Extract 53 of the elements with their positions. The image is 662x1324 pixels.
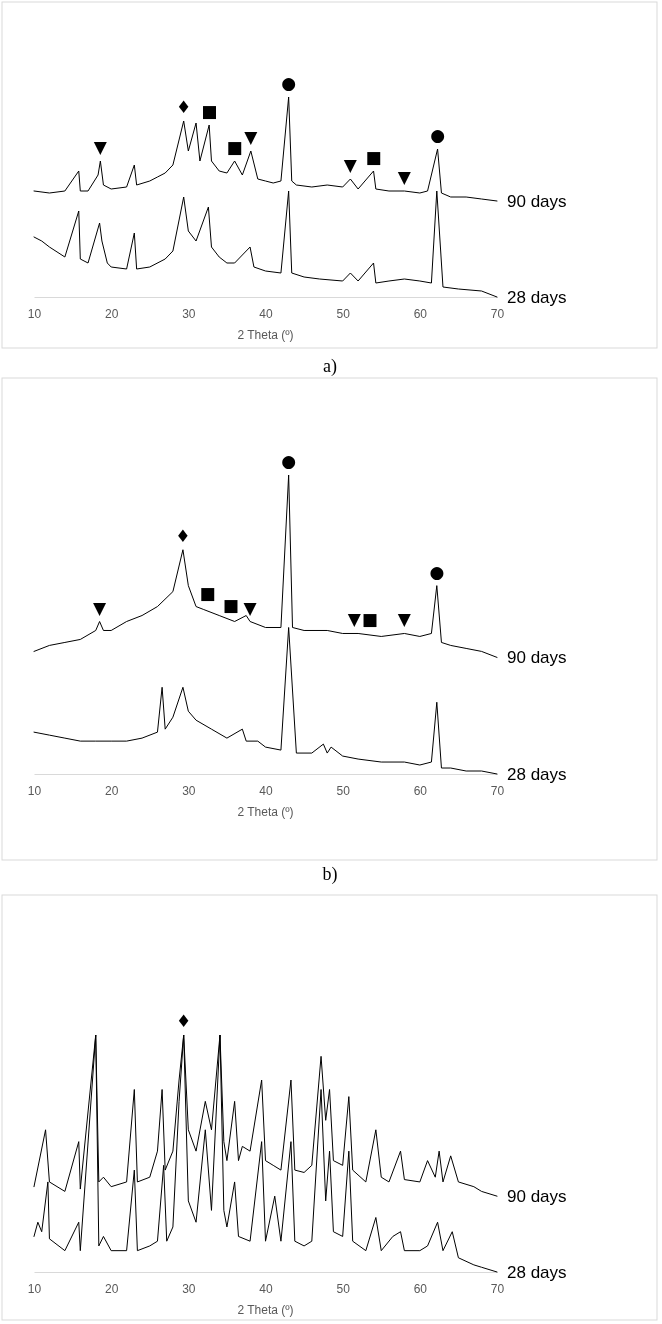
text: b) <box>322 864 338 885</box>
x-tick-label: 30 <box>182 1281 196 1296</box>
x-tick-label: 20 <box>104 783 119 798</box>
x-tick-label: 20 <box>104 306 119 321</box>
annotation: ● <box>281 451 297 471</box>
x-tick-label: 40 <box>259 306 273 321</box>
x-axis-title: 2 Theta (º) <box>237 328 294 342</box>
x-tick-label: 60 <box>413 783 428 798</box>
x-tick-label: 60 <box>413 306 428 321</box>
annotation: ▼ <box>347 609 362 630</box>
annotation: ▼ <box>243 597 258 618</box>
series-label: 90 days <box>507 192 567 211</box>
x-tick-label: 50 <box>336 783 351 798</box>
x-tick-label: 70 <box>490 783 505 798</box>
annotation: ● <box>429 561 445 582</box>
annotation: ▼ <box>244 127 259 147</box>
x-tick-label: 60 <box>413 1281 428 1296</box>
x-axis-title: 2 Theta (º) <box>237 805 294 819</box>
annotation: ● <box>430 125 445 145</box>
x-tick-label: 40 <box>259 783 273 798</box>
annotation: ■ <box>199 582 216 603</box>
series-label: 28 days <box>507 1263 567 1282</box>
x-tick-label: 70 <box>490 1281 505 1296</box>
x-tick-label: 30 <box>182 306 196 321</box>
annotation: ▼ <box>93 597 108 618</box>
series-label: 28 days <box>507 765 567 784</box>
x-tick-label: 50 <box>336 1281 351 1296</box>
x-tick-label: 50 <box>336 306 351 321</box>
series-label: 28 days <box>507 288 567 307</box>
x-tick-label: 10 <box>27 1281 42 1296</box>
series-label: 90 days <box>507 648 567 668</box>
x-tick-label: 10 <box>27 306 42 321</box>
annotation: ■ <box>201 101 218 121</box>
x-axis-title: 2 Theta (º) <box>237 1303 294 1317</box>
annotation: ♦ <box>176 1011 192 1031</box>
x-tick-label: 30 <box>182 783 196 798</box>
annotation: ■ <box>365 147 382 167</box>
annotation: ▼ <box>343 155 358 175</box>
annotation: ■ <box>226 137 243 157</box>
annotation: ♦ <box>176 97 192 117</box>
annotation: ▼ <box>397 609 412 630</box>
x-tick-label: 10 <box>27 783 42 798</box>
x-tick-label: 20 <box>104 1281 119 1296</box>
text: a) <box>323 356 337 377</box>
annotation: ● <box>281 73 297 93</box>
annotation: ▼ <box>93 137 108 157</box>
annotation: ■ <box>222 594 239 615</box>
x-tick-label: 70 <box>490 306 505 321</box>
annotation: ■ <box>361 609 378 630</box>
series-label: 90 days <box>507 1187 567 1207</box>
annotation: ▼ <box>397 167 412 187</box>
x-tick-label: 40 <box>259 1281 273 1296</box>
annotation: ♦ <box>175 525 191 546</box>
